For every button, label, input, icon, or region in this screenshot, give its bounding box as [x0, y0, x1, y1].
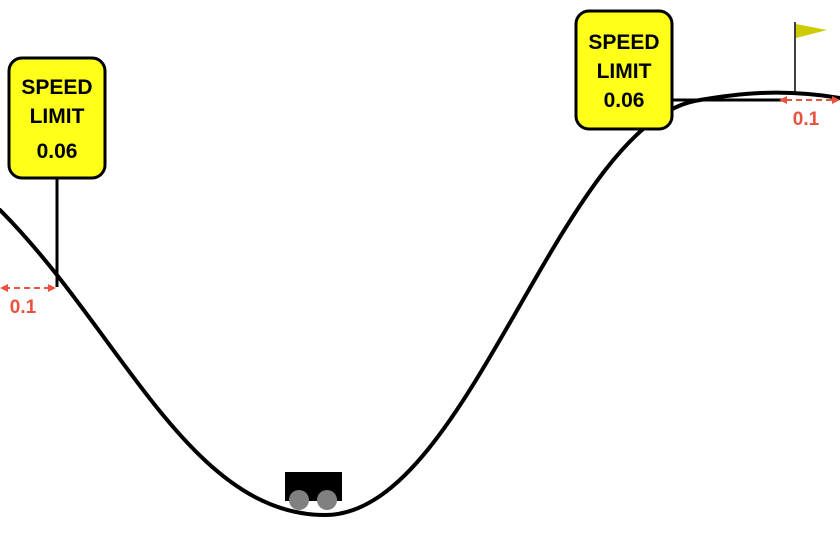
car-icon [285, 472, 342, 510]
right-sign-board [574, 9, 674, 131]
car-wheel-right [317, 490, 337, 510]
flag-cloth [796, 24, 827, 38]
left-speed-limit-sign: SPEED LIMIT 0.06 [7, 56, 107, 180]
right-sign-line2: LIMIT [597, 60, 652, 83]
track-curve [0, 90, 840, 518]
left-distance-marker: 0.1 [0, 284, 56, 318]
left-sign-line2: LIMIT [30, 105, 85, 128]
left-sign-line1: SPEED [21, 76, 92, 99]
car-roof-notch [285, 472, 297, 478]
left-sign-board [7, 56, 107, 180]
right-marker-arrow-left-icon [779, 96, 787, 104]
left-marker-label: 0.1 [10, 297, 37, 318]
left-sign-value: 0.06 [37, 140, 78, 163]
car-wheel-left [289, 490, 309, 510]
left-marker-arrow-right-icon [48, 284, 56, 292]
right-marker-arrow-right-icon [832, 96, 840, 104]
goal-flag-icon [794, 22, 827, 92]
right-marker-label: 0.1 [793, 109, 820, 130]
right-sign-value: 0.06 [604, 89, 645, 112]
left-marker-arrow-left-icon [0, 284, 8, 292]
right-distance-marker: 0.1 [779, 96, 840, 130]
right-sign-line1: SPEED [588, 31, 659, 54]
right-speed-limit-sign: SPEED LIMIT 0.06 [574, 9, 674, 131]
